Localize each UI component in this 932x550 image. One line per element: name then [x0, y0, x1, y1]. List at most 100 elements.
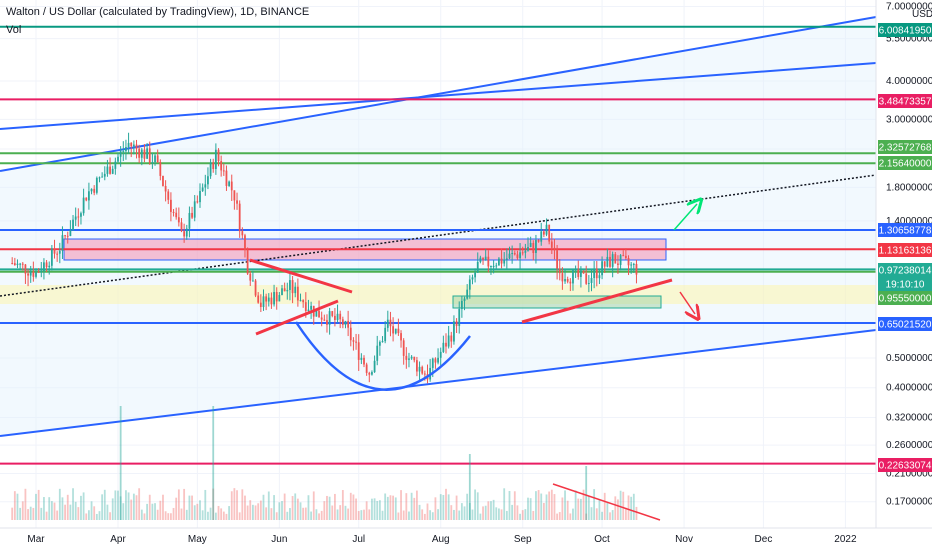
candle-body: [159, 162, 162, 176]
candle-body: [257, 295, 260, 303]
candle-body: [334, 315, 336, 321]
candle-body: [569, 281, 572, 284]
candle-body: [548, 224, 551, 242]
volume-bar: [101, 494, 104, 520]
volume-bar: [214, 512, 217, 520]
volume-bar: [627, 495, 630, 520]
candle-body: [585, 273, 588, 284]
volume-bar: [331, 505, 334, 520]
volume-bar: [418, 504, 421, 520]
candle-body: [524, 250, 527, 253]
candle-body: [114, 161, 117, 169]
candle-body: [479, 257, 482, 262]
volume-bar: [185, 509, 188, 520]
volume-bar: [429, 510, 432, 520]
price-label-box: [878, 317, 932, 331]
volume-bar: [167, 513, 170, 520]
candle-body: [318, 310, 320, 318]
time-tick-label: Apr: [110, 534, 126, 545]
volume-bar: [423, 513, 426, 520]
volume-bar: [201, 510, 204, 520]
volume-bar: [606, 501, 609, 520]
candle-body: [286, 289, 289, 292]
candle-body: [291, 280, 294, 294]
volume-bar: [246, 505, 249, 520]
volume-bar: [595, 508, 598, 520]
volume-bar: [249, 500, 252, 520]
candle-body: [577, 269, 580, 277]
candle-body: [119, 151, 122, 157]
volume-bar: [505, 510, 508, 520]
volume-bar: [437, 509, 439, 520]
candle-body: [635, 263, 638, 275]
volume-bar: [257, 503, 260, 520]
volume-bar: [503, 488, 506, 520]
volume-bar: [254, 505, 257, 520]
volume-bar: [37, 489, 40, 520]
volume-label: Vol: [6, 24, 22, 36]
candle-body: [19, 263, 22, 265]
candle-body: [249, 273, 252, 281]
price-label-text: 6.00841950: [879, 26, 932, 37]
volume-bar: [487, 501, 490, 520]
candle-body: [162, 175, 164, 186]
candle-body: [397, 328, 400, 334]
candle-body: [241, 231, 244, 236]
volume-bar: [199, 500, 201, 520]
candle-body: [431, 358, 434, 368]
candle-body: [553, 247, 556, 251]
candle-body: [222, 170, 225, 172]
candle-body: [180, 222, 183, 232]
volume-spike-bar: [468, 454, 471, 520]
volume-bar: [614, 496, 617, 520]
candle-body: [508, 253, 511, 259]
volume-bar: [421, 509, 424, 520]
price-label-text: 0.97238014: [879, 266, 932, 277]
volume-spike-bar: [212, 406, 215, 520]
volume-bar: [16, 493, 19, 520]
volume-bar: [574, 490, 577, 520]
volume-bar: [381, 510, 384, 520]
candle-body: [574, 269, 577, 271]
time-tick-label: Mar: [27, 534, 45, 545]
price-tick-label: 7.00000000: [886, 1, 932, 12]
volume-bar: [45, 511, 48, 520]
candle-body: [421, 366, 424, 374]
candle-body: [21, 263, 24, 265]
candle-body: [146, 148, 148, 159]
volume-bar: [408, 511, 410, 520]
candle-body: [336, 313, 339, 321]
volume-bar: [371, 498, 373, 520]
candle-body: [468, 279, 471, 290]
candle-body: [490, 265, 492, 267]
price-label-box: [878, 156, 932, 170]
candle-body: [513, 253, 516, 255]
volume-bar: [98, 511, 101, 520]
volume-bar: [471, 509, 474, 520]
candle-body: [463, 298, 466, 301]
time-tick-label: Oct: [594, 534, 610, 545]
candle-body: [476, 261, 479, 273]
candle-body: [376, 345, 379, 361]
volume-bar: [27, 509, 29, 520]
volume-bar: [535, 491, 537, 520]
red-down-arrow: [679, 291, 695, 314]
candle-body: [45, 262, 48, 268]
candle-body: [209, 162, 212, 177]
volume-bar: [56, 510, 59, 520]
volume-bar: [416, 490, 418, 520]
volume-bar: [508, 491, 511, 520]
candle-body: [323, 319, 326, 321]
volume-bar: [368, 509, 371, 520]
candle-body: [447, 335, 450, 347]
volume-bar: [410, 492, 413, 520]
candle-body: [341, 319, 344, 325]
time-tick-label: Jun: [271, 534, 287, 545]
volume-bar: [291, 496, 294, 520]
volume-spike-bar: [585, 466, 588, 520]
volume-bar: [413, 497, 416, 520]
volume-bar: [569, 513, 572, 520]
